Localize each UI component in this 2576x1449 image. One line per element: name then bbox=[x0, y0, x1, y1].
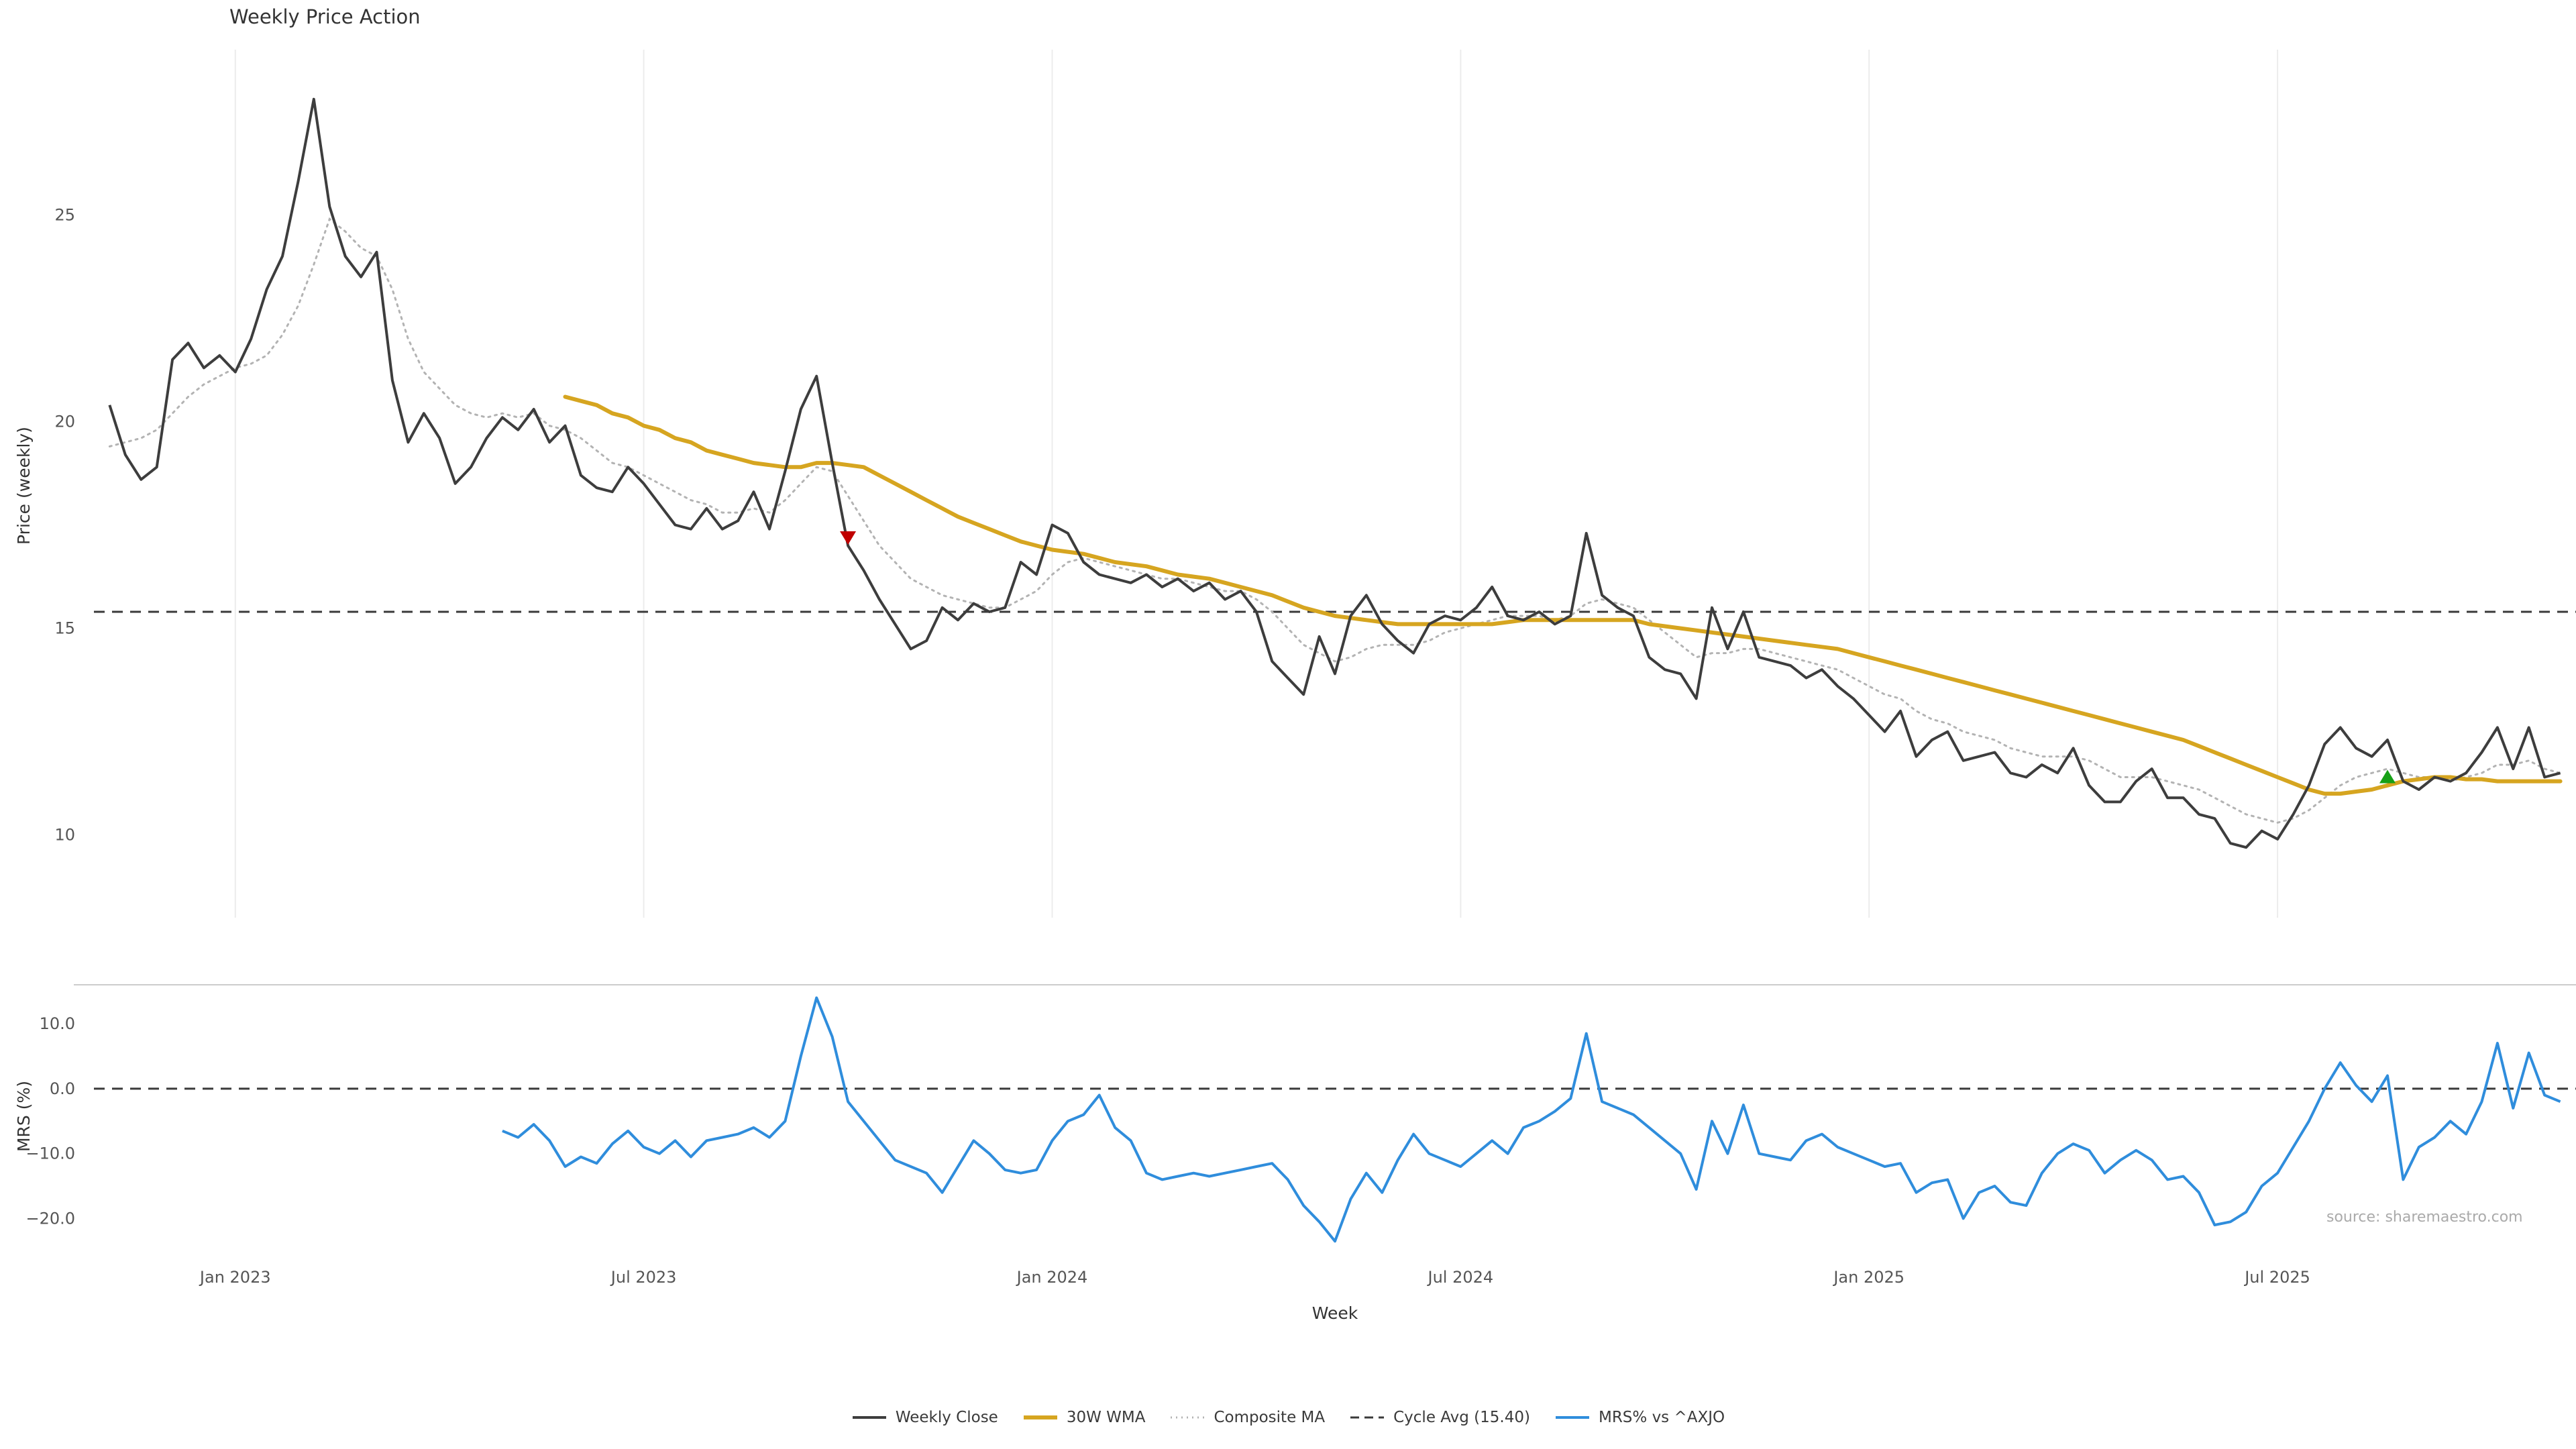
price-axis-title: Price (weekly) bbox=[14, 427, 34, 545]
xtick-label: Jul 2024 bbox=[1427, 1268, 1494, 1287]
xtick-label: Jan 2024 bbox=[1016, 1268, 1088, 1287]
xtick-label: Jan 2023 bbox=[199, 1268, 271, 1287]
legend-item: Cycle Avg (15.40) bbox=[1349, 1409, 1530, 1426]
mrs-ytick-label: 0.0 bbox=[50, 1079, 75, 1098]
price-ytick-label: 10 bbox=[54, 826, 75, 845]
mrs-axis-title: MRS (%) bbox=[14, 1081, 34, 1152]
legend-item: Weekly Close bbox=[851, 1409, 998, 1426]
weekly-close-line bbox=[108, 97, 2561, 849]
legend-swatch-icon bbox=[852, 1416, 886, 1419]
week-axis-title: Week bbox=[1312, 1303, 1358, 1323]
price-ytick-label: 15 bbox=[54, 619, 75, 638]
legend-label: Composite MA bbox=[1214, 1409, 1326, 1426]
source-attribution: source: sharemaestro.com bbox=[2326, 1209, 2523, 1226]
xtick-label: Jul 2023 bbox=[610, 1268, 677, 1287]
legend-swatch-icon bbox=[1171, 1416, 1205, 1419]
xtick-label: Jul 2025 bbox=[2243, 1268, 2310, 1287]
legend-swatch-icon bbox=[1023, 1415, 1057, 1419]
legend-item: Composite MA bbox=[1169, 1409, 1325, 1426]
price-ytick-label: 25 bbox=[54, 205, 75, 224]
legend-label: MRS% vs ^AXJO bbox=[1598, 1409, 1725, 1426]
wma-30w-line bbox=[563, 394, 2563, 796]
xtick-label: Jan 2025 bbox=[1832, 1268, 1904, 1287]
composite-ma-line bbox=[108, 217, 2562, 824]
legend-swatch-icon bbox=[1350, 1416, 1385, 1419]
buy-signal-marker bbox=[2379, 769, 2396, 784]
sell-signal-marker bbox=[840, 531, 857, 545]
mrs-line bbox=[502, 996, 2561, 1243]
mrs-ytick-label: −10.0 bbox=[25, 1144, 75, 1163]
mrs-ytick-label: 10.0 bbox=[40, 1014, 75, 1033]
legend-label: Weekly Close bbox=[895, 1409, 998, 1426]
legend-item: 30W WMA bbox=[1022, 1409, 1146, 1426]
chart-legend: Weekly Close 30W WMA Composite MA Cycle Avg… bbox=[0, 1409, 2576, 1426]
mrs-ytick-label: −20.0 bbox=[25, 1209, 75, 1228]
legend-label: 30W WMA bbox=[1066, 1409, 1146, 1426]
chart-title: Weekly Price Action bbox=[229, 5, 421, 28]
price-ytick-label: 20 bbox=[54, 412, 75, 431]
legend-label: Cycle Avg (15.40) bbox=[1393, 1409, 1530, 1426]
legend-swatch-icon bbox=[1555, 1416, 1589, 1419]
legend-item: MRS% vs ^AXJO bbox=[1554, 1409, 1725, 1426]
